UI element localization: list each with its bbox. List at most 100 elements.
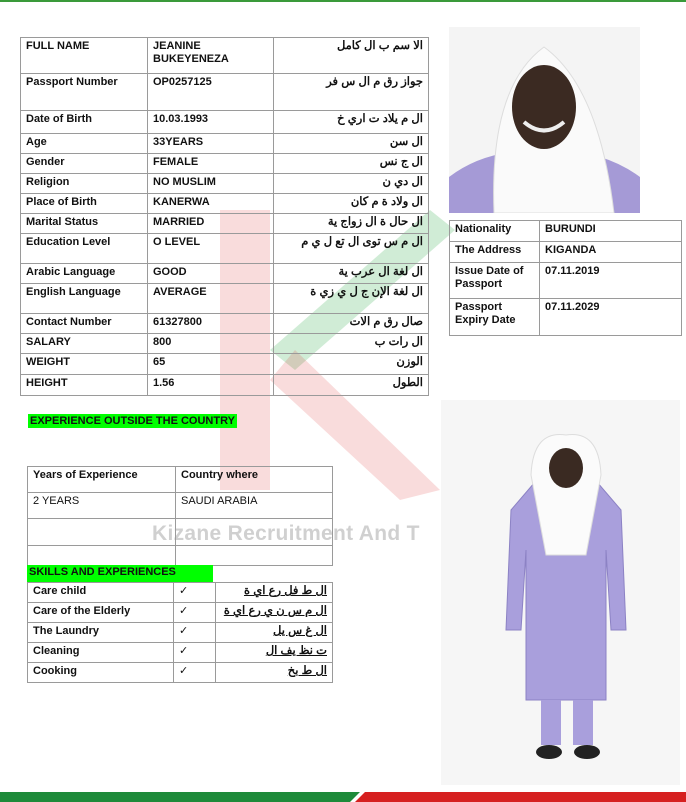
table-cell: FEMALE [147, 153, 274, 174]
table-row: Nationality BURUNDI [449, 220, 682, 242]
table-cell [175, 518, 333, 546]
table-cell: ال سن [273, 133, 429, 154]
table-row: Cooking ✓ ال ط بخ [27, 662, 333, 683]
table-row: HEIGHT 1.56 الطول [20, 374, 429, 396]
table-cell: Nationality [449, 220, 540, 242]
table-cell: Age [20, 133, 148, 154]
table-row: WEIGHT 65 الوزن [20, 353, 429, 375]
table-cell: ال م س ن ي رع اي ة [215, 602, 333, 623]
table-cell: MARRIED [147, 213, 274, 234]
top-rule [0, 0, 686, 2]
table-row: Passport Expiry Date 07.11.2029 [449, 298, 682, 336]
table-cell: ال ط فل رع اي ة [215, 582, 333, 603]
table-cell: Care of the Elderly [27, 602, 174, 623]
table-cell: الا سم ب ال كامل [273, 37, 429, 74]
table-cell: NO MUSLIM [147, 173, 274, 194]
table-cell: صال رق م الات [273, 313, 429, 334]
table-row: Arabic Language GOOD ال لغة ال عرب ية [20, 263, 429, 284]
footer-bars [0, 792, 686, 802]
table-cell: Cooking [27, 662, 174, 683]
table-cell: 2 YEARS [27, 492, 176, 519]
table-row: Place of Birth KANERWA ال ولاد ة م كان [20, 193, 429, 214]
table-cell: ✓ [173, 582, 216, 603]
table-cell: ت نظ يف ال [215, 642, 333, 663]
table-cell: GOOD [147, 263, 274, 284]
table-cell: 07.11.2019 [539, 262, 682, 299]
table-cell: The Address [449, 241, 540, 263]
table-row: The Address KIGANDA [449, 241, 682, 263]
table-cell: 1.56 [147, 374, 274, 396]
table-cell: Marital Status [20, 213, 148, 234]
table-row: SALARY 800 ال رات ب [20, 333, 429, 354]
table-cell: ال م يلاد ت اري خ [273, 110, 429, 134]
table-row: Issue Date of Passport 07.11.2019 [449, 262, 682, 299]
table-row: The Laundry ✓ ال غ س يل [27, 622, 333, 643]
table-cell: ✓ [173, 602, 216, 623]
table-cell: The Laundry [27, 622, 174, 643]
table-cell: Date of Birth [20, 110, 148, 134]
table-cell: ال رات ب [273, 333, 429, 354]
table-cell: 65 [147, 353, 274, 375]
table-cell: Education Level [20, 233, 148, 264]
table-cell: ال لغة الإن ج ل ي زي ة [273, 283, 429, 314]
experience-table: Years of Experience Country where 2 YEARS S… [27, 466, 333, 566]
table-cell: ال ج نس [273, 153, 429, 174]
table-cell: ✓ [173, 622, 216, 643]
table-cell: Gender [20, 153, 148, 174]
table-cell: جواز رق م ال س فر [273, 73, 429, 111]
details-table: Nationality BURUNDI The Address KIGANDA Issu… [449, 220, 682, 336]
table-row: Date of Birth 10.03.1993 ال م يلاد ت اري خ [20, 110, 429, 134]
table-cell: Passport Number [20, 73, 148, 111]
table-cell: Country where [175, 466, 333, 493]
table-cell: SAUDI ARABIA [175, 492, 333, 519]
table-cell: ✓ [173, 642, 216, 663]
table-cell: SALARY [20, 333, 148, 354]
full-body-photo [441, 400, 680, 785]
table-cell: BURUNDI [539, 220, 682, 242]
table-cell: ال م س توى ال تع ل ي م [273, 233, 429, 264]
table-cell: O LEVEL [147, 233, 274, 264]
skills-table: Care child ✓ ال ط فل رع اي ة Care of the El… [27, 582, 333, 683]
table-cell: Religion [20, 173, 148, 194]
table-cell: Issue Date of Passport [449, 262, 540, 299]
section-title: EXPERIENCE OUTSIDE THE COUNTRY [28, 414, 237, 428]
table-cell: 07.11.2029 [539, 298, 682, 336]
table-cell [175, 545, 333, 566]
table-row: Care child ✓ ال ط فل رع اي ة [27, 582, 333, 603]
table-cell: ✓ [173, 662, 216, 683]
table-row: Religion NO MUSLIM ال دي ن [20, 173, 429, 194]
table-cell: KIGANDA [539, 241, 682, 263]
table-row: Contact Number 61327800 صال رق م الات [20, 313, 429, 334]
table-cell: Passport Expiry Date [449, 298, 540, 336]
table-cell: Place of Birth [20, 193, 148, 214]
table-cell: HEIGHT [20, 374, 148, 396]
table-cell: 61327800 [147, 313, 274, 334]
table-cell: JEANINE BUKEYENEZA [147, 37, 274, 74]
table-cell: English Language [20, 283, 148, 314]
table-cell [27, 518, 176, 546]
table-row: Care of the Elderly ✓ ال م س ن ي رع اي ة [27, 602, 333, 623]
table-row: English Language AVERAGE ال لغة الإن ج ل ي… [20, 283, 429, 314]
table-cell: WEIGHT [20, 353, 148, 375]
table-cell: Years of Experience [27, 466, 176, 493]
table-cell: Arabic Language [20, 263, 148, 284]
table-cell: OP0257125 [147, 73, 274, 111]
table-cell: 33YEARS [147, 133, 274, 154]
table-cell: 800 [147, 333, 274, 354]
table-cell: KANERWA [147, 193, 274, 214]
table-row: Passport Number OP0257125 جواز رق م ال س ف… [20, 73, 429, 111]
table-cell: AVERAGE [147, 283, 274, 314]
section-title: SKILLS AND EXPERIENCES [27, 565, 213, 582]
table-cell: ال ولاد ة م كان [273, 193, 429, 214]
table-row: FULL NAME JEANINE BUKEYENEZA الا سم ب ال ك… [20, 37, 429, 74]
table-cell: ال حال ة ال زواج ية [273, 213, 429, 234]
table-row: Education Level O LEVEL ال م س توى ال تع ل… [20, 233, 429, 264]
table-cell [27, 545, 176, 566]
table-cell: الوزن [273, 353, 429, 375]
personal-table: FULL NAME JEANINE BUKEYENEZA الا سم ب ال ك… [20, 37, 429, 396]
table-row: Age 33YEARS ال سن [20, 133, 429, 154]
table-row: Cleaning ✓ ت نظ يف ال [27, 642, 333, 663]
table-cell: ال غ س يل [215, 622, 333, 643]
table-cell: Contact Number [20, 313, 148, 334]
